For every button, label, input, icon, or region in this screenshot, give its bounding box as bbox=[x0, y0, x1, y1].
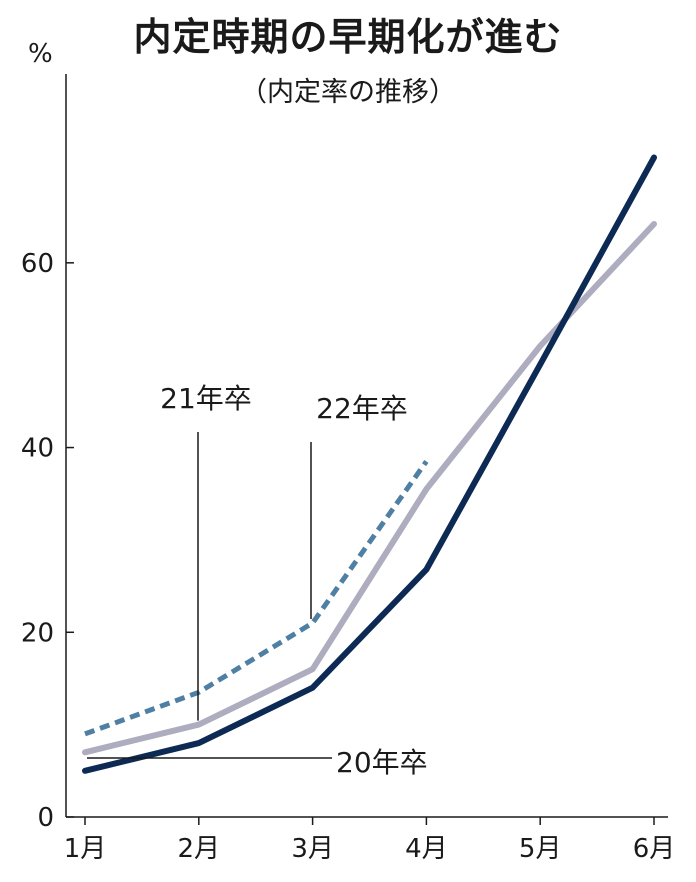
x-tick-label: 2月 bbox=[178, 834, 221, 864]
series-label: 22年卒 bbox=[316, 392, 408, 425]
series-labels: 20年卒 21年卒 22年卒 bbox=[87, 382, 428, 779]
y-tick-label: 0 bbox=[37, 803, 54, 833]
series-line-20年卒 bbox=[82, 154, 657, 774]
series-label: 20年卒 bbox=[336, 746, 428, 779]
y-tick-label: 40 bbox=[21, 434, 54, 464]
chart-subtitle: （内定率の推移） bbox=[240, 77, 456, 108]
series-label: 21年卒 bbox=[160, 382, 252, 415]
series-line-21年卒 bbox=[82, 221, 657, 756]
x-tick-label: 4月 bbox=[405, 834, 448, 864]
y-unit-label: % bbox=[28, 39, 53, 69]
x-tick-label: 3月 bbox=[291, 834, 334, 864]
x-tick-label: 6月 bbox=[633, 834, 676, 864]
chart-title: 内定時期の早期化が進む bbox=[133, 15, 563, 59]
series-lines bbox=[82, 154, 657, 774]
series-line-22年卒 bbox=[84, 459, 429, 737]
x-tick-label: 1月 bbox=[64, 834, 107, 864]
y-tick-label: 20 bbox=[21, 618, 54, 648]
y-tick-label: 60 bbox=[21, 249, 54, 279]
x-tick-label: 5月 bbox=[519, 834, 562, 864]
axes: 0 20 40 60 1月 2月 3月 4月 5月 6月 bbox=[21, 74, 675, 864]
